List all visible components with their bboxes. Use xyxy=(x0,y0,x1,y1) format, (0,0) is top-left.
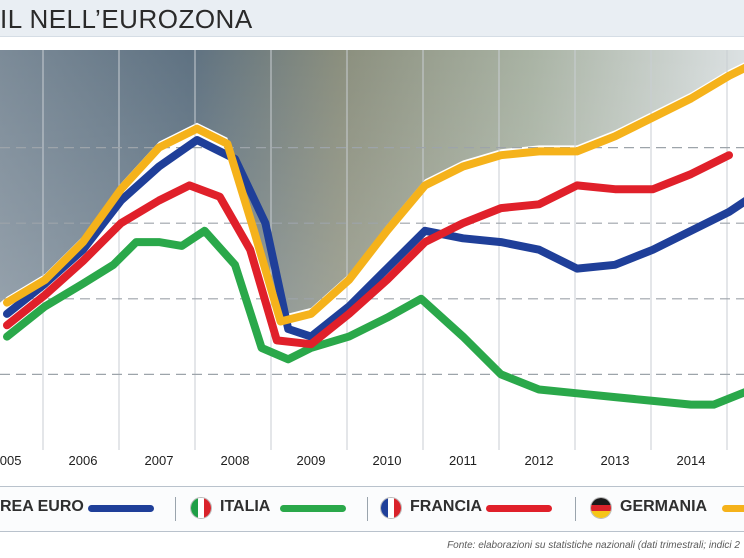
germany-flag-icon xyxy=(590,497,612,519)
x-tick-label: 2013 xyxy=(601,453,630,468)
x-tick-label: 2007 xyxy=(145,453,174,468)
background-photo-overlay xyxy=(0,50,744,316)
legend-item-italia: ITALIA xyxy=(186,487,371,531)
x-tick-label: 2014 xyxy=(677,453,706,468)
legend-divider xyxy=(575,497,576,521)
legend-label: FRANCIA xyxy=(410,498,482,515)
legend-swatch xyxy=(486,505,552,512)
x-tick-label: 2008 xyxy=(221,453,250,468)
legend-swatch xyxy=(88,505,154,512)
legend-item-germania: GERMANIA xyxy=(586,487,744,531)
legend-divider xyxy=(175,497,176,521)
x-axis-ticks: 2005 2006 2007 2008 2009 2010 2011 2012 2013 2014… xyxy=(0,453,706,468)
series-line-area-euro xyxy=(3,136,744,341)
source-note: Fonte: elaborazioni su statistiche nazio… xyxy=(447,540,740,551)
france-flag-icon xyxy=(380,497,402,519)
chart-title: IL NELL’EUROZONA xyxy=(0,4,253,34)
series-line-francia xyxy=(3,151,733,349)
italy-flag-icon xyxy=(190,497,212,519)
x-tick-label: 2009 xyxy=(297,453,326,468)
series-line-italia xyxy=(3,226,744,409)
chart-area: 2005 2006 2007 2008 2009 2010 2011 2012 2013 2014… xyxy=(0,50,744,470)
x-tick-label: 2006 xyxy=(69,453,98,468)
legend-label: REA EURO xyxy=(0,498,84,515)
x-tick-label: 2012 xyxy=(525,453,554,468)
legend-swatch xyxy=(280,505,346,512)
legend-label: GERMANIA xyxy=(620,498,708,515)
legend-item-francia: FRANCIA xyxy=(376,487,566,531)
x-tick-label: 2005 xyxy=(0,453,21,468)
series-line-germania xyxy=(3,63,744,326)
x-tick-label: 2010 xyxy=(373,453,402,468)
legend: REA EURO ITALIA FRANCIA GERMANIA xyxy=(0,486,744,532)
x-tick-label: 2011 xyxy=(449,453,477,468)
chart-header: IL NELL’EUROZONA xyxy=(0,0,744,37)
legend-item-area-euro: REA EURO xyxy=(0,487,170,531)
data-series xyxy=(3,63,744,409)
legend-swatch xyxy=(722,505,744,512)
line-chart: 2005 2006 2007 2008 2009 2010 2011 2012 2013 2014… xyxy=(0,50,744,468)
legend-divider xyxy=(367,497,368,521)
legend-label: ITALIA xyxy=(220,498,271,515)
